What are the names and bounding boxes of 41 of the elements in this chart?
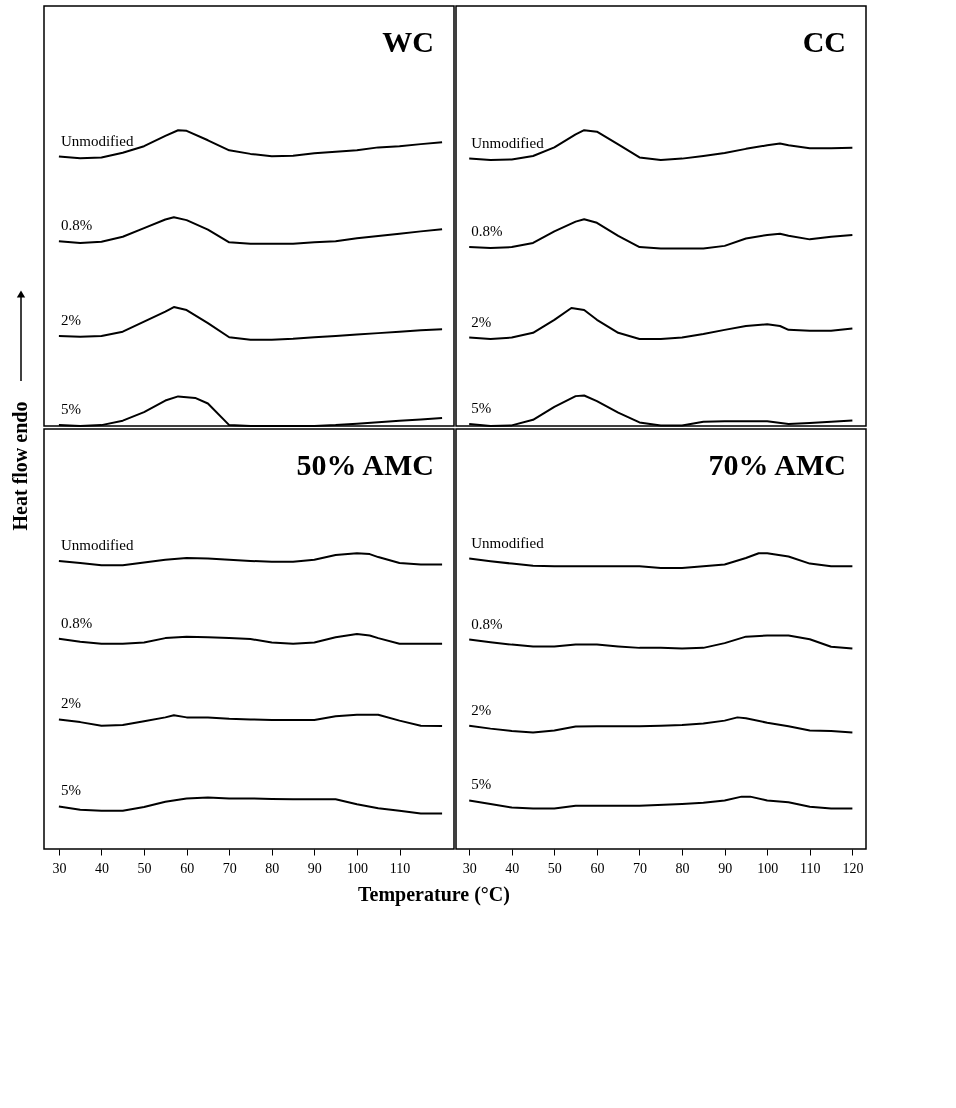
- series-label: 0.8%: [60, 217, 93, 234]
- x-tick-label: 50: [547, 860, 562, 876]
- chart-title: WC: [382, 25, 434, 58]
- series-label: 0.8%: [471, 223, 503, 240]
- series-label: 2%: [471, 701, 492, 718]
- x-tick-label: 30: [462, 860, 477, 876]
- chart-title: 70% AMC: [708, 448, 846, 481]
- x-tick-label: 70: [222, 860, 237, 876]
- x-tick-label: 90: [307, 860, 322, 876]
- series-label: 2%: [471, 313, 492, 330]
- chart-title: CC: [802, 25, 846, 58]
- x-tick-label: 100: [757, 860, 779, 876]
- chart-title: 50% AMC: [296, 448, 434, 481]
- x-axis-title: Temperature (°C): [358, 883, 510, 906]
- series-label: 0.8%: [471, 615, 503, 632]
- series-label: 2%: [60, 695, 81, 712]
- x-tick-label: 120: [842, 860, 864, 876]
- x-tick-label: 110: [389, 860, 411, 876]
- x-tick-label: 40: [505, 860, 520, 876]
- series-label: Unmodified: [60, 536, 134, 553]
- x-tick-label: 110: [800, 860, 821, 876]
- x-tick-label: 60: [590, 860, 605, 876]
- x-tick-label: 80: [675, 860, 690, 876]
- x-tick-label: 50: [137, 860, 152, 876]
- series-label: 5%: [60, 401, 81, 418]
- series-label: Unmodified: [471, 534, 545, 551]
- series-label: 5%: [471, 776, 492, 793]
- series-label: 5%: [471, 399, 492, 416]
- x-tick-label: 80: [265, 860, 280, 876]
- series-label: Unmodified: [60, 132, 134, 149]
- series-label: Unmodified: [471, 134, 545, 151]
- x-tick-label: 90: [718, 860, 733, 876]
- series-label: 2%: [60, 312, 81, 329]
- x-tick-label: 40: [94, 860, 109, 876]
- x-tick-label: 100: [346, 860, 368, 876]
- x-tick-label: 60: [180, 860, 195, 876]
- x-tick-label: 30: [52, 860, 67, 876]
- y-axis-title: Heat flow endo: [9, 401, 31, 531]
- series-label: 0.8%: [60, 614, 93, 631]
- x-tick-label: 70: [633, 860, 647, 876]
- series-label: 5%: [60, 782, 81, 799]
